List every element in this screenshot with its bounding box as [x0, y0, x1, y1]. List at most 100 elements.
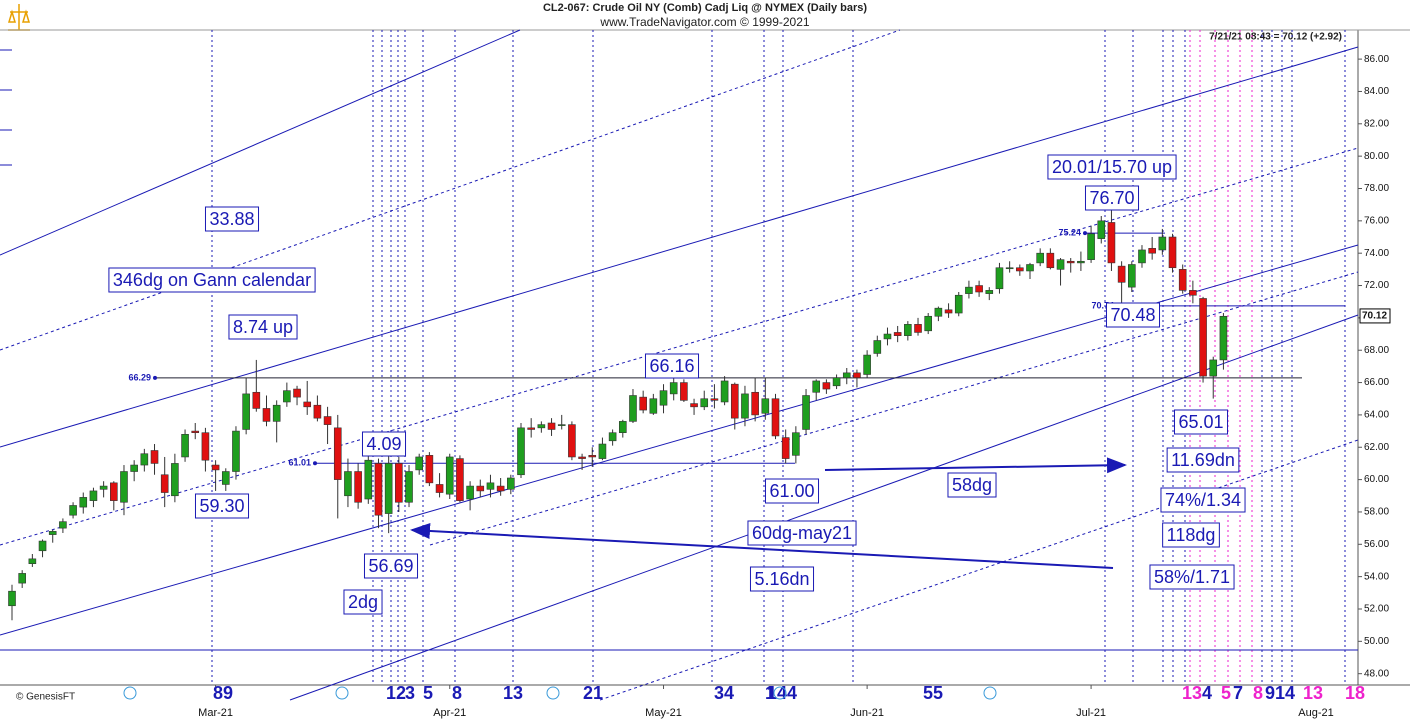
cycle-label: 89: [213, 683, 233, 703]
y-tick-label: 64.00: [1364, 410, 1389, 421]
y-tick-label: 62.00: [1364, 442, 1389, 453]
candle-body: [710, 398, 719, 401]
candle-body: [914, 324, 922, 333]
candle-body: [1005, 267, 1014, 270]
y-tick-label: 48.00: [1364, 668, 1389, 679]
last-price-box: [1359, 308, 1391, 324]
arrow: [410, 522, 1114, 569]
candle-body: [201, 432, 210, 461]
candle-body: [507, 477, 515, 490]
annotation: 118dg: [1167, 525, 1216, 545]
candle-body: [140, 453, 149, 466]
candle-body: [344, 471, 352, 497]
annotation: 65.01: [1178, 412, 1223, 432]
candle-body: [150, 450, 159, 464]
cycle-label: 1: [765, 683, 775, 703]
last-quote: 7/21/21 08:43 = 70.12 (+2.92): [1209, 32, 1342, 43]
trend-line: [599, 439, 1359, 701]
candle-body: [1178, 269, 1187, 291]
candle-body: [333, 427, 342, 480]
candle-body: [323, 416, 332, 425]
candle-body: [842, 372, 851, 379]
candle-body: [700, 398, 709, 408]
annotation: 59.30: [199, 496, 244, 516]
level-label: 66.29: [128, 372, 151, 382]
y-tick-label: 78.00: [1364, 183, 1389, 194]
annotation-box: [361, 431, 407, 457]
icon: [546, 686, 560, 700]
y-tick-label: 76.00: [1364, 215, 1389, 226]
candle-body: [629, 395, 637, 422]
candle-body: [38, 540, 47, 552]
candle-body: [496, 485, 505, 492]
annotation: 2dg: [348, 592, 378, 612]
candle-body: [649, 398, 658, 414]
cycle-label: 2: [396, 683, 406, 703]
y-tick-label: 80.00: [1364, 151, 1389, 162]
annotation: 33.88: [209, 209, 254, 229]
candle-body: [883, 333, 892, 340]
cycle-label: 5: [423, 683, 433, 703]
cycle-label: 8: [452, 683, 462, 703]
candle-body: [79, 497, 88, 508]
candle-body: [598, 443, 607, 459]
candle-body: [771, 398, 780, 437]
chart-subtitle: www.TradeNavigator.com © 1999-2021: [599, 15, 809, 29]
level-dot: [1083, 231, 1087, 236]
candle-body: [517, 427, 525, 476]
candle-body: [832, 377, 841, 387]
annotation-box: [749, 566, 815, 592]
candle-body: [191, 430, 200, 434]
candle-body: [415, 456, 424, 471]
annotation-box: [947, 472, 997, 498]
annotation: 66.16: [649, 356, 694, 376]
y-tick-label: 50.00: [1364, 636, 1389, 647]
candle-body: [130, 464, 138, 472]
candle-body: [893, 332, 902, 336]
annotation-box: [1162, 522, 1220, 548]
cycle-label: 18: [1345, 683, 1365, 703]
last-price-label: 70.12: [1362, 311, 1387, 322]
candle-body: [1189, 290, 1197, 296]
candle-body: [741, 393, 749, 419]
candle-body: [252, 391, 261, 409]
y-tick-label: 60.00: [1364, 474, 1389, 485]
y-tick-label: 82.00: [1364, 118, 1389, 129]
candle-body: [934, 307, 943, 317]
annotation: 61.00: [769, 481, 814, 501]
annotation: 70.48: [1110, 305, 1155, 325]
candle-body: [1056, 259, 1065, 270]
candle-body: [680, 382, 688, 401]
arrow: [824, 457, 1127, 474]
y-tick-label: 84.00: [1364, 86, 1389, 97]
candle-body: [425, 455, 434, 484]
annotation: 4.09: [366, 434, 401, 454]
candle-body: [69, 505, 77, 516]
candle-body: [751, 391, 759, 416]
candle-body: [232, 430, 240, 472]
candle-body: [466, 485, 474, 500]
candle-body: [853, 372, 861, 379]
trend-line: [0, 46, 1359, 448]
candle-body: [547, 422, 556, 430]
level-label: 75.24: [1058, 228, 1081, 238]
candle-body: [384, 463, 393, 514]
annotation-box: [194, 493, 250, 519]
cycle-label: 55: [923, 683, 943, 703]
candle-body: [1107, 222, 1116, 264]
candle-body: [1026, 264, 1034, 272]
icon: [335, 686, 349, 700]
candle-body: [435, 484, 444, 493]
annotation: 346dg on Gann calendar: [113, 270, 311, 290]
annotation-box: [204, 206, 260, 232]
candle-body: [659, 390, 668, 406]
annotation: 60dg-may21: [752, 523, 852, 543]
candle-body: [873, 340, 882, 354]
candle-body: [1209, 359, 1218, 377]
annotation: 8.74 up: [233, 317, 293, 337]
y-tick-label: 58.00: [1364, 507, 1389, 518]
candle-body: [364, 459, 373, 500]
cycle-label: 9: [1265, 683, 1275, 703]
candle-body: [1066, 260, 1075, 264]
